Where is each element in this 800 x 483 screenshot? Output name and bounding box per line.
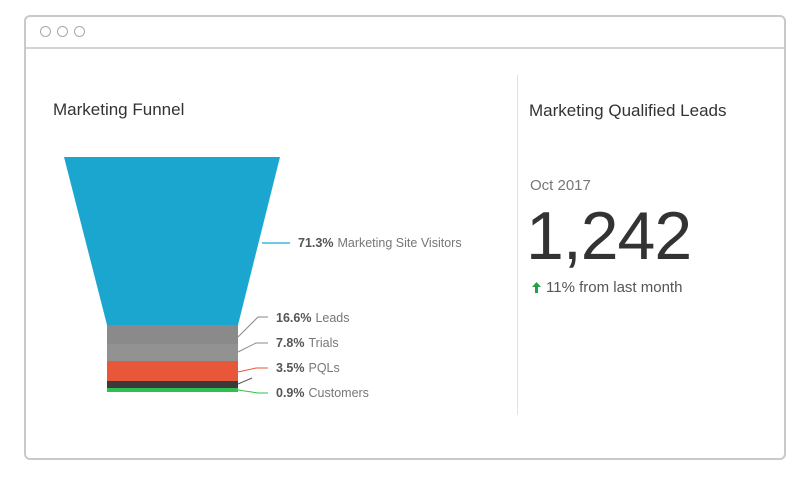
mql-change-text: 11% from last month — [546, 279, 683, 296]
leader-line-pqls — [237, 367, 268, 373]
window-control-dot[interactable] — [74, 26, 85, 37]
mql-period: Oct 2017 — [530, 177, 591, 194]
funnel-title: Marketing Funnel — [53, 100, 185, 119]
leader-line-dark — [237, 377, 253, 385]
leader-line-trials — [237, 342, 268, 353]
mql-value: 1,242 — [526, 198, 692, 274]
segment-label-leads: 16.6% Leads — [276, 311, 350, 325]
panel-divider — [517, 75, 518, 415]
segment-label-trials: 7.8% Trials — [276, 336, 339, 350]
funnel-segment-customers — [107, 388, 238, 392]
mql-change: 11% from last month — [531, 279, 682, 296]
up-arrow-icon — [532, 282, 541, 293]
segment-label-pqls: 3.5% PQLs — [276, 361, 340, 375]
segment-label-visitors: 71.3% Marketing Site Visitors — [298, 236, 462, 250]
leader-line-customers — [237, 389, 268, 394]
funnel-segment-dark — [107, 381, 238, 388]
leader-line-leads — [237, 316, 268, 338]
funnel-segment-trials — [107, 344, 238, 361]
window-titlebar — [26, 17, 784, 49]
window-control-dot[interactable] — [57, 26, 68, 37]
funnel-segment-visitors — [64, 157, 280, 325]
window-control-dot[interactable] — [40, 26, 51, 37]
segment-label-customers: 0.9% Customers — [276, 386, 369, 400]
mql-title: Marketing Qualified Leads — [529, 101, 727, 120]
funnel-segment-pqls — [107, 361, 238, 381]
